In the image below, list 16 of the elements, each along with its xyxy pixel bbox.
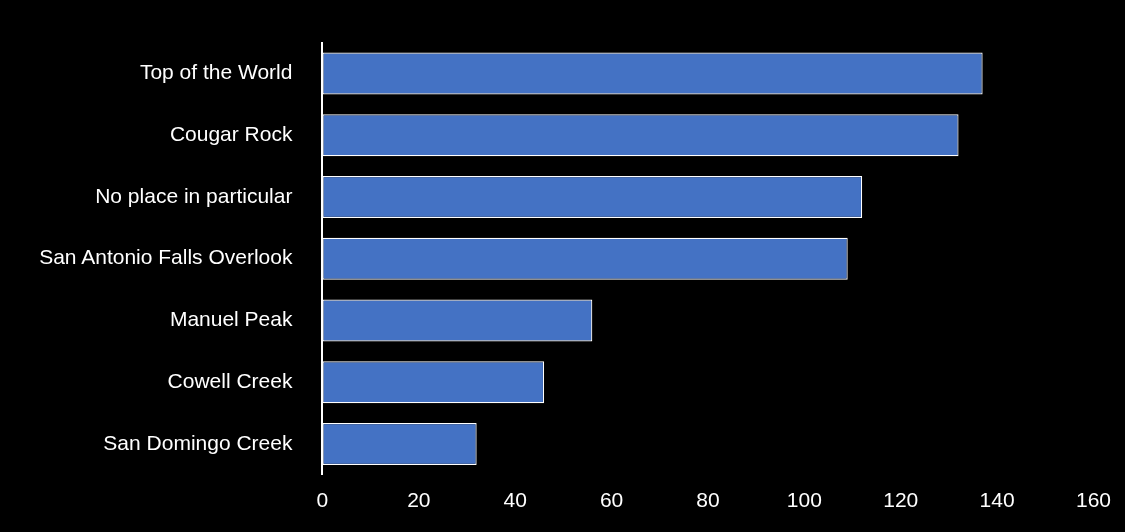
y-tick-label: No place in particular bbox=[95, 183, 293, 207]
x-tick-label: 20 bbox=[407, 488, 431, 512]
x-tick-label: 120 bbox=[883, 488, 919, 512]
y-tick-label: Cougar Rock bbox=[169, 122, 293, 146]
y-tick-label: San Domingo Creek bbox=[103, 430, 293, 454]
y-tick-label: Manuel Peak bbox=[169, 307, 293, 331]
x-tick-label: 60 bbox=[599, 488, 624, 512]
x-tick-label: 160 bbox=[1075, 488, 1111, 512]
x-tick-label: 40 bbox=[503, 488, 527, 512]
y-tick-label: Cowell Creek bbox=[167, 368, 293, 392]
y-tick-label: Top of the World bbox=[139, 60, 293, 84]
x-tick-label: 80 bbox=[696, 488, 720, 512]
x-tick-label: 100 bbox=[786, 488, 822, 512]
x-tick-label: 140 bbox=[979, 488, 1015, 512]
x-tick-label: 0 bbox=[316, 488, 329, 512]
y-tick-label: San Antonio Falls Overlook bbox=[39, 245, 293, 269]
